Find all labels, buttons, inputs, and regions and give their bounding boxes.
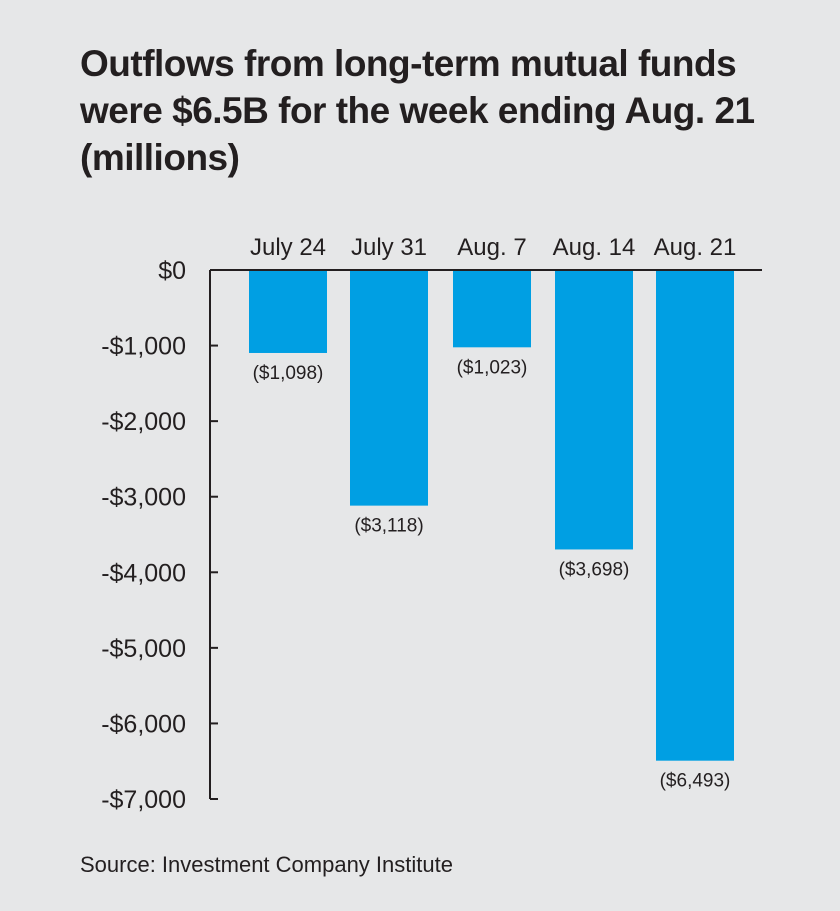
y-tick-label-2: -$1,000 (101, 333, 186, 361)
data-label-5: ($6,493) (660, 771, 731, 792)
y-tick-label-6: -$5,000 (101, 635, 186, 663)
y-tick-label-4: -$3,000 (101, 484, 186, 512)
bar-2 (350, 270, 428, 506)
y-tick-label-1: $0 (158, 257, 186, 285)
category-label-1: July 24 (250, 234, 326, 261)
label-group: $0 -$1,000 -$2,000 -$3,000 -$4,000 -$5,000 -$6… (101, 234, 736, 814)
chart-title-line-1: Outflows from long-term mutual funds (80, 43, 737, 84)
data-label-1: ($1,098) (253, 363, 324, 384)
category-label-4: Aug. 14 (553, 234, 636, 261)
category-label-3: Aug. 7 (457, 234, 526, 261)
axes-group (209, 269, 762, 800)
chart-title-line-3: (millions) (80, 137, 240, 178)
y-tick-label-7: -$6,000 (101, 710, 186, 738)
bar-1 (249, 270, 327, 353)
category-label-5: Aug. 21 (654, 234, 737, 261)
data-label-4: ($3,698) (559, 559, 630, 580)
bar-3 (453, 270, 531, 348)
y-tick-label-5: -$4,000 (101, 559, 186, 587)
chart-title-line-2: were $6.5B for the week ending Aug. 21 (80, 90, 755, 131)
bar-4 (555, 270, 633, 550)
y-tick-label-3: -$2,000 (101, 408, 186, 436)
data-label-3: ($1,023) (457, 357, 528, 378)
chart-title: Outflows from long-term mutual funds wer… (80, 40, 820, 181)
data-label-2: ($3,118) (354, 516, 423, 537)
source-note: Source: Investment Company Institute (80, 852, 453, 877)
bar-5 (656, 270, 734, 761)
category-label-2: July 31 (351, 234, 427, 261)
y-tick-label-8: -$7,000 (101, 786, 186, 814)
bar-group (249, 270, 734, 761)
